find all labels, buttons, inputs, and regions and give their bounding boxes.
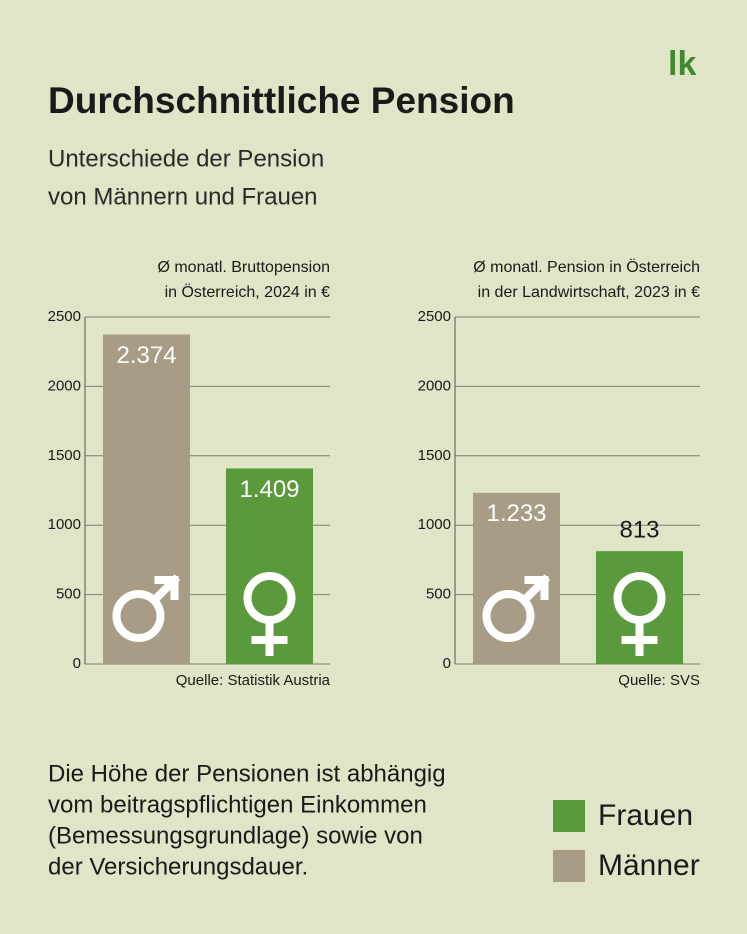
footnote: (Bemessungsgrundlage) sowie von	[48, 822, 423, 849]
y-tick-label: 500	[426, 586, 451, 603]
value-label: 1.233	[486, 500, 546, 527]
y-tick-label: 0	[443, 655, 451, 672]
y-tick-label: 1500	[48, 447, 81, 464]
logo: lk	[668, 45, 696, 83]
y-tick-label: 2500	[418, 308, 451, 325]
y-tick-label: 2000	[418, 377, 451, 394]
y-tick-label: 500	[56, 586, 81, 603]
chart-subtitle: Ø monatl. Pension in Österreich	[473, 258, 700, 276]
value-label: 813	[619, 516, 659, 543]
source: Quelle: Statistik Austria	[176, 672, 331, 689]
value-label: 1.409	[239, 476, 299, 503]
subtitle: von Männern und Frauen	[48, 183, 318, 210]
legend-label: Frauen	[598, 799, 693, 832]
subtitle: Unterschiede der Pension	[48, 145, 324, 172]
chart-subtitle: Ø monatl. Bruttopension	[157, 259, 330, 276]
male-icon	[154, 576, 179, 600]
y-tick-label: 1000	[48, 516, 81, 533]
legend-swatch	[553, 800, 585, 832]
title: Durchschnittliche Pension	[48, 80, 515, 121]
male-icon	[482, 590, 535, 642]
chart-subtitle: in der Landwirtschaft, 2023 in €	[478, 284, 700, 301]
footnote: Die Höhe der Pensionen ist abhängig	[48, 760, 446, 787]
y-tick-label: 2500	[48, 308, 81, 325]
value-label: 2.374	[116, 342, 176, 369]
legend-label: Männer	[598, 849, 700, 882]
male-icon	[112, 590, 165, 642]
y-tick-label: 1000	[418, 516, 451, 533]
footnote: der Versicherungsdauer.	[48, 853, 308, 880]
male-icon	[524, 576, 549, 600]
y-tick-label: 0	[73, 655, 81, 672]
source: Quelle: SVS	[618, 672, 700, 689]
footnote: vom beitragspflichtigen Einkommen	[48, 791, 427, 818]
chart-subtitle: in Österreich, 2024 in €	[165, 283, 331, 301]
legend-swatch	[553, 850, 585, 882]
y-tick-label: 1500	[418, 447, 451, 464]
y-tick-label: 2000	[48, 377, 81, 394]
